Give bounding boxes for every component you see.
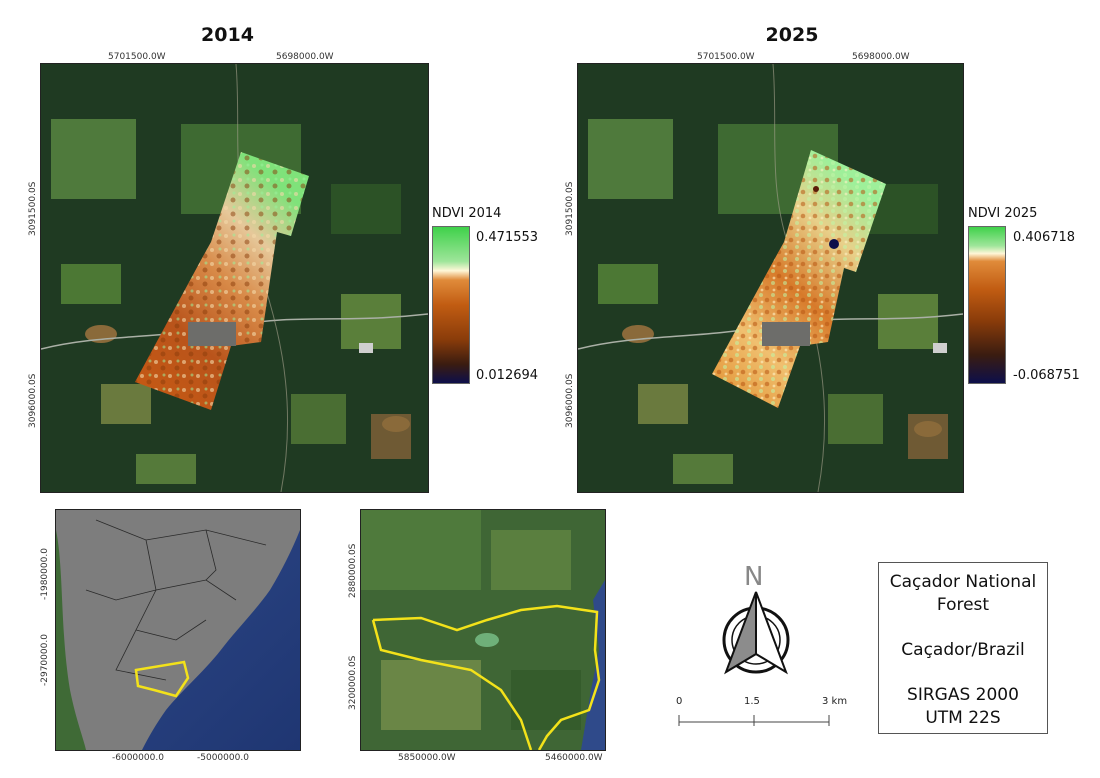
- legend-title-2025: NDVI 2025: [968, 206, 1038, 221]
- scale-label-0: 0: [676, 696, 683, 707]
- x-tick-label: -5000000.0: [197, 753, 249, 763]
- panel-title-2025: 2025: [765, 24, 819, 46]
- locator-south-america-graphic: [56, 510, 300, 750]
- info-forest-name: Caçador National: [889, 572, 1037, 592]
- y-tick-label: 3091500.0S: [565, 181, 575, 236]
- legend-title-2014: NDVI 2014: [432, 206, 502, 221]
- x-tick-label: 5460000.0W: [545, 753, 603, 763]
- state-boundary-outline: [371, 604, 601, 750]
- legend-max-2014: 0.471553: [476, 230, 539, 245]
- north-letter: N: [744, 562, 764, 592]
- scale-bar-line: [678, 715, 830, 726]
- legend-max-2025: 0.406718: [1013, 230, 1076, 245]
- y-tick-label: 3096000.0S: [565, 373, 575, 428]
- scale-label-3km: 3 km: [822, 696, 848, 707]
- satellite-imagery-2025: [578, 64, 963, 492]
- ndvi-raster-2014: [135, 152, 309, 410]
- ndvi-color-ramp-2014: [432, 226, 470, 384]
- y-tick-label: 3091500.0S: [28, 181, 38, 236]
- legend-min-2025: -0.068751: [1013, 368, 1080, 383]
- ndvi-raster-2025: [712, 150, 886, 408]
- forest-location-marker: [475, 633, 499, 647]
- y-tick-label: 3096000.0S: [28, 373, 38, 428]
- x-tick-label: 5698000.0W: [852, 52, 910, 62]
- panel-title-2014: 2014: [201, 24, 254, 46]
- x-tick-label: 5701500.0W: [108, 52, 166, 62]
- x-tick-label: -6000000.0: [112, 753, 164, 763]
- study-state-outline: [134, 660, 190, 698]
- locator-map-south-america[interactable]: [55, 509, 301, 751]
- x-tick-label: 5701500.0W: [697, 52, 755, 62]
- x-tick-label: 5850000.0W: [398, 753, 456, 763]
- info-location: Caçador/Brazil: [901, 640, 1025, 660]
- ndvi-map-2025[interactable]: [577, 63, 964, 493]
- map-info-box: Caçador National Forest Caçador/Brazil S…: [878, 562, 1048, 734]
- x-tick-label: 5698000.0W: [276, 52, 334, 62]
- info-forest-name-cont: Forest: [936, 595, 990, 615]
- y-tick-label: 3200000.0S: [348, 655, 358, 710]
- scale-bar: 0 1.5 3 km: [672, 696, 852, 736]
- y-tick-label: 2880000.0S: [348, 543, 358, 598]
- north-arrow: N: [716, 562, 796, 682]
- locator-state-graphic: [361, 510, 605, 750]
- scale-label-1-5: 1.5: [744, 696, 760, 707]
- info-datum: SIRGAS 2000: [907, 685, 1019, 705]
- ndvi-map-2014[interactable]: [40, 63, 429, 493]
- locator-map-state[interactable]: [360, 509, 606, 751]
- compass-icon: [722, 591, 790, 675]
- y-tick-label: -2970000.0: [40, 634, 50, 686]
- ndvi-color-ramp-2025: [968, 226, 1006, 384]
- info-projection: UTM 22S: [925, 708, 1001, 728]
- legend-min-2014: 0.012694: [476, 368, 539, 383]
- y-tick-label: -1980000.0: [40, 548, 50, 600]
- satellite-imagery-2014: [41, 64, 428, 492]
